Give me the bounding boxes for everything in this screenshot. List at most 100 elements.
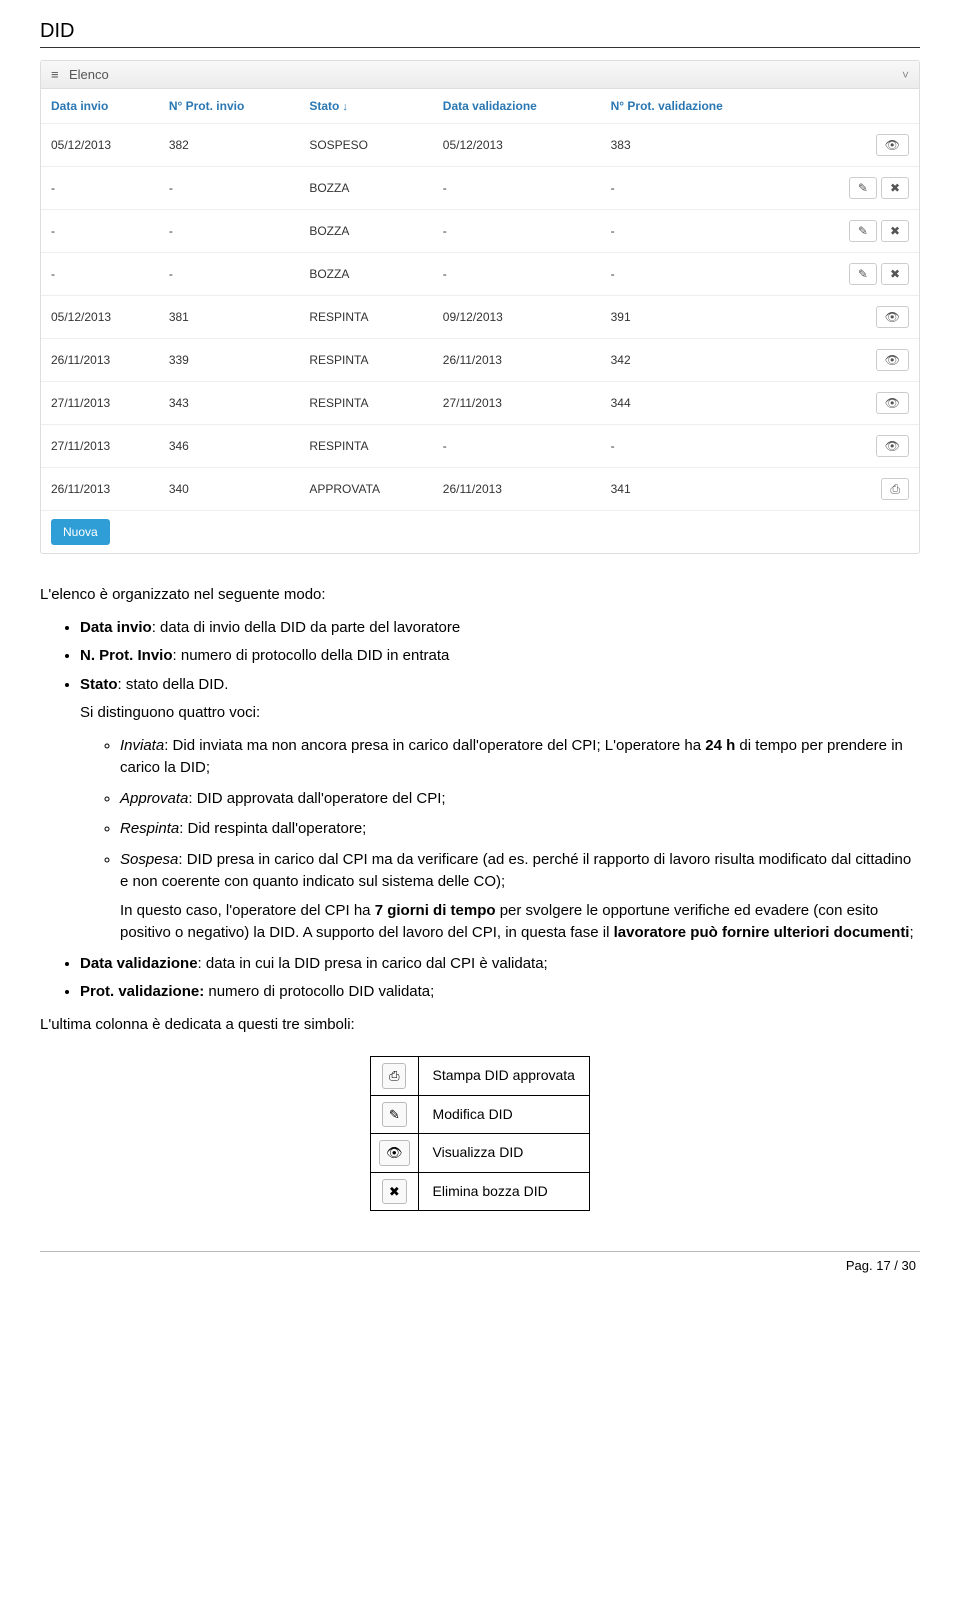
table-cell: 09/12/2013	[433, 296, 601, 339]
hamburger-icon: ≡	[51, 67, 63, 82]
eye-icon: 👁	[379, 1140, 410, 1166]
table-cell: -	[433, 210, 601, 253]
eye-icon[interactable]: 👁	[876, 349, 909, 371]
table-cell: 26/11/2013	[41, 468, 159, 511]
close-icon[interactable]: ✖	[881, 220, 909, 242]
table-cell: 26/11/2013	[433, 339, 601, 382]
table-cell: BOZZA	[299, 167, 432, 210]
list-item: Prot. validazione: numero di protocollo …	[80, 981, 920, 1004]
table-row: --BOZZA--✎✖	[41, 167, 919, 210]
table-cell: 382	[159, 124, 300, 167]
table-cell: BOZZA	[299, 210, 432, 253]
close-icon[interactable]: ✖	[881, 177, 909, 199]
edit-icon[interactable]: ✎	[849, 177, 877, 199]
print-icon[interactable]: ⎙	[881, 478, 909, 500]
column-header[interactable]: Data invio	[41, 89, 159, 124]
column-header[interactable]: N° Prot. invio	[159, 89, 300, 124]
table-row: 05/12/2013381RESPINTA09/12/2013391👁	[41, 296, 919, 339]
table-cell: APPROVATA	[299, 468, 432, 511]
table-cell: 343	[159, 382, 300, 425]
close-icon[interactable]: ✖	[881, 263, 909, 285]
list-item: Data validazione: data in cui la DID pre…	[80, 953, 920, 976]
legend-label: Elimina bozza DID	[418, 1172, 589, 1211]
legend-label: Visualizza DID	[418, 1134, 589, 1173]
list-item: Approvata: DID approvata dall'operatore …	[120, 788, 920, 811]
column-header[interactable]: N° Prot. validazione	[601, 89, 796, 124]
page-footer: Pag. 17 / 30	[40, 1258, 920, 1273]
table-cell: -	[601, 210, 796, 253]
chevron-down-icon: ˅	[902, 68, 909, 82]
list-item: Stato: stato della DID. Si distinguono q…	[80, 674, 920, 945]
table-cell: 391	[601, 296, 796, 339]
intro-text: L'elenco è organizzato nel seguente modo…	[40, 584, 920, 607]
close-icon: ✖	[382, 1179, 407, 1205]
table-cell: 346	[159, 425, 300, 468]
table-cell: -	[601, 167, 796, 210]
table-cell: RESPINTA	[299, 425, 432, 468]
table-cell: 342	[601, 339, 796, 382]
table-cell: 27/11/2013	[41, 382, 159, 425]
eye-icon[interactable]: 👁	[876, 134, 909, 156]
table-cell: 27/11/2013	[433, 382, 601, 425]
edit-icon: ✎	[382, 1102, 407, 1128]
table-cell: 339	[159, 339, 300, 382]
table-cell: 05/12/2013	[433, 124, 601, 167]
last-col-text: L'ultima colonna è dedicata a questi tre…	[40, 1014, 920, 1037]
table-cell: 26/11/2013	[433, 468, 601, 511]
table-cell: 340	[159, 468, 300, 511]
table-cell: RESPINTA	[299, 296, 432, 339]
table-cell: -	[433, 253, 601, 296]
table-cell: BOZZA	[299, 253, 432, 296]
table-cell: 05/12/2013	[41, 124, 159, 167]
table-cell: 381	[159, 296, 300, 339]
table-cell: -	[41, 167, 159, 210]
list-item: Respinta: Did respinta dall'operatore;	[120, 818, 920, 841]
table-cell: -	[159, 210, 300, 253]
table-cell: -	[433, 167, 601, 210]
table-cell: -	[41, 210, 159, 253]
list-item: Sospesa: DID presa in carico dal CPI ma …	[120, 849, 920, 945]
legend-label: Stampa DID approvata	[418, 1057, 589, 1096]
list-item: Inviata: Did inviata ma non ancora presa…	[120, 735, 920, 780]
body-text: L'elenco è organizzato nel seguente modo…	[40, 584, 920, 1211]
list-item: N. Prot. Invio: numero di protocollo del…	[80, 645, 920, 668]
table-cell: RESPINTA	[299, 339, 432, 382]
page-title: DID	[40, 20, 920, 43]
elenco-table: Data invioN° Prot. invioStato ↓Data vali…	[41, 89, 919, 511]
footer-divider	[40, 1251, 920, 1252]
table-cell: 26/11/2013	[41, 339, 159, 382]
table-row: 26/11/2013340APPROVATA26/11/2013341⎙	[41, 468, 919, 511]
table-row: --BOZZA--✎✖	[41, 253, 919, 296]
table-cell: -	[433, 425, 601, 468]
sort-arrow-icon: ↓	[339, 101, 348, 113]
table-row: 27/11/2013346RESPINTA--👁	[41, 425, 919, 468]
list-item: Data invio: data di invio della DID da p…	[80, 617, 920, 640]
table-row: 27/11/2013343RESPINTA27/11/2013344👁	[41, 382, 919, 425]
column-header[interactable]: Data validazione	[433, 89, 601, 124]
eye-icon[interactable]: 👁	[876, 435, 909, 457]
table-cell: 341	[601, 468, 796, 511]
table-cell: -	[601, 253, 796, 296]
panel-title: Elenco	[69, 67, 109, 82]
divider	[40, 47, 920, 48]
column-header[interactable]: Stato ↓	[299, 89, 432, 124]
eye-icon[interactable]: 👁	[876, 392, 909, 414]
table-row: 05/12/2013382SOSPESO05/12/2013383👁	[41, 124, 919, 167]
table-cell: RESPINTA	[299, 382, 432, 425]
edit-icon[interactable]: ✎	[849, 263, 877, 285]
table-cell: -	[41, 253, 159, 296]
table-cell: -	[159, 167, 300, 210]
table-cell: SOSPESO	[299, 124, 432, 167]
elenco-panel: ≡ Elenco ˅ Data invioN° Prot. invioStato…	[40, 60, 920, 554]
eye-icon[interactable]: 👁	[876, 306, 909, 328]
table-cell: -	[159, 253, 300, 296]
legend-label: Modifica DID	[418, 1095, 589, 1134]
table-cell: 344	[601, 382, 796, 425]
table-cell: -	[601, 425, 796, 468]
table-row: 26/11/2013339RESPINTA26/11/2013342👁	[41, 339, 919, 382]
edit-icon[interactable]: ✎	[849, 220, 877, 242]
legend-table: ⎙Stampa DID approvata✎Modifica DID👁Visua…	[370, 1056, 590, 1211]
table-row: --BOZZA--✎✖	[41, 210, 919, 253]
new-button[interactable]: Nuova	[51, 519, 110, 545]
panel-header[interactable]: ≡ Elenco ˅	[41, 61, 919, 89]
